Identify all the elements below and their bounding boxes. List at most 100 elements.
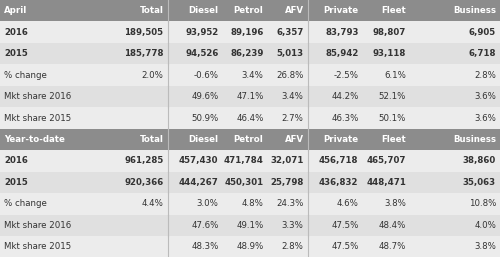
Text: % change: % change [4, 199, 47, 208]
Text: 4.0%: 4.0% [474, 221, 496, 230]
Text: 46.4%: 46.4% [236, 114, 264, 123]
Text: 3.8%: 3.8% [384, 199, 406, 208]
Text: 25,798: 25,798 [270, 178, 304, 187]
Text: 47.6%: 47.6% [191, 221, 218, 230]
Text: 32,071: 32,071 [270, 157, 304, 166]
Text: Mkt share 2015: Mkt share 2015 [4, 114, 71, 123]
Text: 93,952: 93,952 [185, 28, 218, 37]
Bar [0, 193, 500, 215]
Text: 50.1%: 50.1% [378, 114, 406, 123]
Text: 2016: 2016 [4, 157, 28, 166]
Text: 3.3%: 3.3% [282, 221, 304, 230]
Text: Total: Total [140, 6, 164, 15]
Text: 3.8%: 3.8% [474, 242, 496, 251]
Bar [0, 65, 500, 86]
Text: 86,239: 86,239 [230, 49, 264, 58]
Text: 2015: 2015 [4, 49, 28, 58]
Text: 2015: 2015 [4, 178, 28, 187]
Text: 26.8%: 26.8% [276, 71, 303, 80]
Text: 24.3%: 24.3% [276, 199, 303, 208]
Text: 83,793: 83,793 [325, 28, 358, 37]
Text: AFV: AFV [284, 6, 304, 15]
Text: April: April [4, 6, 27, 15]
Text: Business: Business [453, 6, 496, 15]
Text: 2016: 2016 [4, 28, 28, 37]
Text: Total: Total [140, 135, 164, 144]
Text: 456,718: 456,718 [319, 157, 358, 166]
Text: Mkt share 2016: Mkt share 2016 [4, 92, 71, 101]
Bar [0, 172, 500, 193]
Text: 436,832: 436,832 [319, 178, 358, 187]
Text: Petrol: Petrol [234, 6, 264, 15]
Bar [0, 236, 500, 257]
Text: 46.3%: 46.3% [331, 114, 358, 123]
Text: 3.6%: 3.6% [474, 92, 496, 101]
Text: 465,707: 465,707 [366, 157, 406, 166]
Text: 920,366: 920,366 [124, 178, 164, 187]
Text: 2.0%: 2.0% [142, 71, 164, 80]
Text: 44.2%: 44.2% [331, 92, 358, 101]
Text: 50.9%: 50.9% [191, 114, 218, 123]
Text: 2.8%: 2.8% [282, 242, 304, 251]
Bar [0, 215, 500, 236]
Text: Business: Business [453, 135, 496, 144]
Bar [0, 0, 500, 21]
Bar [0, 86, 500, 107]
Text: Mkt share 2015: Mkt share 2015 [4, 242, 71, 251]
Text: 961,285: 961,285 [124, 157, 164, 166]
Text: 10.8%: 10.8% [468, 199, 496, 208]
Text: 4.8%: 4.8% [242, 199, 264, 208]
Bar [0, 43, 500, 64]
Text: Private: Private [324, 135, 358, 144]
Text: 6,357: 6,357 [276, 28, 303, 37]
Text: 94,526: 94,526 [185, 49, 218, 58]
Text: 448,471: 448,471 [366, 178, 406, 187]
Text: 98,807: 98,807 [372, 28, 406, 37]
Text: 2.8%: 2.8% [474, 71, 496, 80]
Text: 35,063: 35,063 [463, 178, 496, 187]
Text: 47.5%: 47.5% [331, 221, 358, 230]
Text: 48.4%: 48.4% [378, 221, 406, 230]
Text: 52.1%: 52.1% [378, 92, 406, 101]
Text: 48.7%: 48.7% [378, 242, 406, 251]
Text: 444,267: 444,267 [178, 178, 218, 187]
Text: 189,505: 189,505 [124, 28, 164, 37]
Text: -2.5%: -2.5% [334, 71, 358, 80]
Text: 3.0%: 3.0% [196, 199, 218, 208]
Text: 457,430: 457,430 [179, 157, 218, 166]
Text: Private: Private [324, 6, 358, 15]
Text: Petrol: Petrol [234, 135, 264, 144]
Text: 2.7%: 2.7% [282, 114, 304, 123]
Bar [0, 150, 500, 172]
Text: 93,118: 93,118 [372, 49, 406, 58]
Text: AFV: AFV [284, 135, 304, 144]
Text: 85,942: 85,942 [325, 49, 358, 58]
Bar [0, 107, 500, 129]
Text: 4.6%: 4.6% [336, 199, 358, 208]
Text: 49.6%: 49.6% [191, 92, 218, 101]
Text: 5,013: 5,013 [276, 49, 303, 58]
Text: 3.4%: 3.4% [282, 92, 304, 101]
Text: Diesel: Diesel [188, 135, 218, 144]
Text: 47.1%: 47.1% [236, 92, 264, 101]
Text: 47.5%: 47.5% [331, 242, 358, 251]
Text: Mkt share 2016: Mkt share 2016 [4, 221, 71, 230]
Text: Year-to-date: Year-to-date [4, 135, 65, 144]
Text: 6.1%: 6.1% [384, 71, 406, 80]
Text: 38,860: 38,860 [463, 157, 496, 166]
Text: 185,778: 185,778 [124, 49, 164, 58]
Text: 3.6%: 3.6% [474, 114, 496, 123]
Text: 48.9%: 48.9% [236, 242, 264, 251]
Text: 450,301: 450,301 [224, 178, 264, 187]
Text: 6,905: 6,905 [469, 28, 496, 37]
Text: Fleet: Fleet [382, 6, 406, 15]
Text: Fleet: Fleet [382, 135, 406, 144]
Text: 471,784: 471,784 [224, 157, 264, 166]
Text: 4.4%: 4.4% [142, 199, 164, 208]
Bar [0, 129, 500, 150]
Text: 48.3%: 48.3% [191, 242, 218, 251]
Text: -0.6%: -0.6% [194, 71, 218, 80]
Text: Diesel: Diesel [188, 6, 218, 15]
Text: 3.4%: 3.4% [242, 71, 264, 80]
Text: 49.1%: 49.1% [236, 221, 264, 230]
